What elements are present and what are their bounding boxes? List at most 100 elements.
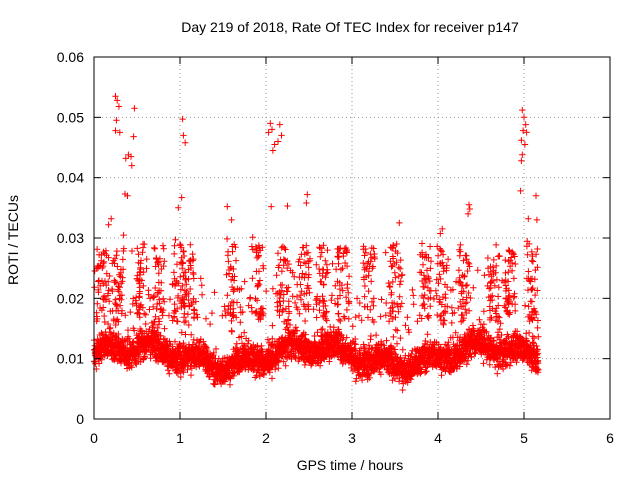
x-tick-label: 4 — [434, 430, 442, 446]
data-point — [128, 247, 136, 255]
data-point — [410, 292, 417, 299]
data-point — [169, 343, 176, 350]
x-tick-label: 3 — [348, 430, 356, 446]
data-point — [532, 192, 540, 199]
data-point — [324, 246, 331, 254]
data-point — [535, 333, 542, 340]
data-point — [189, 250, 196, 258]
data-point — [112, 93, 119, 100]
data-point — [190, 336, 197, 343]
data-point — [228, 216, 235, 224]
data-point — [360, 259, 367, 267]
data-point — [249, 234, 256, 241]
data-point — [414, 370, 421, 378]
data-point — [433, 292, 440, 299]
data-point — [335, 310, 342, 318]
data-point — [409, 286, 416, 294]
data-point — [335, 316, 343, 323]
data-point — [182, 139, 189, 146]
data-point — [368, 278, 375, 285]
data-point — [204, 347, 212, 355]
data-point — [405, 329, 413, 336]
data-point — [146, 295, 154, 302]
data-point — [316, 245, 324, 252]
data-point — [418, 315, 425, 322]
data-point — [318, 332, 325, 340]
data-point — [391, 375, 399, 383]
data-point — [180, 132, 187, 139]
data-point — [211, 381, 219, 388]
data-point — [93, 246, 101, 253]
data-point — [385, 279, 392, 287]
data-point — [274, 250, 282, 257]
data-point — [418, 366, 425, 373]
data-point — [422, 337, 429, 345]
data-point — [386, 283, 394, 291]
data-point — [361, 252, 368, 259]
data-point — [202, 342, 209, 350]
data-point — [198, 282, 205, 289]
data-point — [505, 268, 512, 276]
data-point — [149, 322, 157, 330]
data-point — [502, 269, 509, 277]
data-point — [293, 293, 301, 301]
data-point — [314, 359, 321, 366]
data-point — [114, 263, 121, 270]
data-point — [528, 286, 535, 293]
data-point — [107, 330, 115, 338]
data-point — [100, 258, 108, 266]
data-point — [113, 117, 120, 124]
data-point — [466, 205, 473, 213]
data-point — [268, 126, 276, 133]
data-point — [372, 331, 380, 339]
data-point — [200, 338, 207, 345]
data-point — [480, 308, 488, 315]
data-point — [529, 258, 537, 265]
data-point — [149, 294, 157, 301]
data-point — [249, 275, 256, 282]
data-point — [164, 367, 172, 374]
data-point — [265, 129, 272, 136]
data-point — [227, 375, 234, 382]
data-point — [263, 287, 270, 295]
data-point — [211, 289, 218, 296]
data-point — [519, 151, 526, 158]
data-point — [493, 276, 501, 283]
data-point — [166, 370, 173, 377]
data-point — [353, 295, 361, 302]
data-point — [480, 321, 488, 328]
data-point — [127, 308, 134, 316]
data-point — [241, 278, 248, 285]
data-point — [397, 265, 404, 272]
data-point — [367, 332, 375, 340]
data-point — [208, 309, 216, 317]
data-point — [101, 312, 108, 320]
x-tick-label: 1 — [176, 430, 184, 446]
data-point — [533, 216, 541, 224]
data-point — [404, 314, 411, 321]
data-point — [424, 331, 431, 338]
data-point — [182, 331, 189, 338]
data-point — [510, 275, 518, 282]
data-point — [328, 296, 335, 304]
chart-title: Day 219 of 2018, Rate Of TEC Index for r… — [181, 19, 519, 35]
data-point — [202, 315, 210, 322]
data-point — [180, 369, 187, 376]
data-point — [437, 363, 444, 370]
data-point — [146, 306, 153, 313]
data-point — [112, 301, 120, 308]
data-point — [396, 293, 403, 300]
data-point — [276, 121, 283, 128]
data-point — [416, 269, 424, 276]
data-point — [122, 312, 129, 319]
data-point — [352, 313, 359, 321]
data-point — [268, 375, 276, 382]
data-point — [247, 294, 254, 301]
data-point — [280, 256, 287, 263]
data-point — [382, 312, 389, 319]
data-point — [352, 341, 359, 348]
data-point — [377, 371, 385, 378]
data-point — [488, 278, 495, 285]
data-point — [176, 240, 184, 248]
data-point — [399, 271, 406, 278]
